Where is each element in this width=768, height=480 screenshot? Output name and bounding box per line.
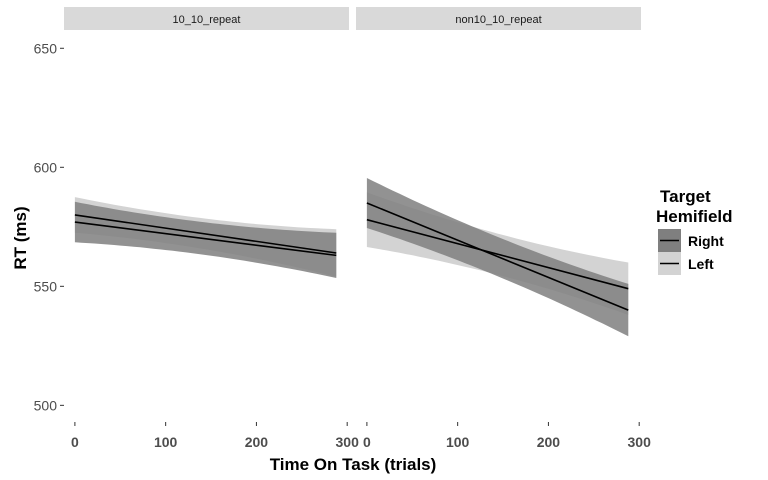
y-tick-label-650: 650: [34, 40, 58, 56]
facet-strip-2: [356, 7, 641, 30]
y-axis: 500 550 600 650: [34, 40, 64, 413]
x-axis: 0 100 200 300 0 100 200 300: [71, 422, 651, 450]
confidence-ribbons: [74, 178, 629, 337]
y-tick-label-500: 500: [34, 397, 58, 413]
x-tick-label-100-panel-1: 100: [154, 434, 178, 450]
line-right-panel-2: [366, 202, 629, 311]
facet-strip-1: [64, 7, 349, 30]
y-axis-title: RT (ms): [11, 206, 30, 269]
x-tick-label-0-panel-1: 0: [71, 434, 79, 450]
legend-label-right: Right: [688, 233, 724, 249]
line-left-panel-1: [74, 214, 337, 254]
legend-label-left: Left: [688, 256, 714, 272]
x-axis-title: Time On Task (trials): [270, 455, 437, 474]
x-tick-label-300-panel-1: 300: [336, 434, 360, 450]
y-tick-label-550: 550: [34, 278, 58, 294]
line-left-panel-2: [366, 218, 629, 290]
facet-strip-label-2: non10_10_repeat: [455, 14, 541, 26]
x-tick-label-200-panel-2: 200: [537, 434, 561, 450]
legend-title-line-1: Target: [660, 187, 711, 206]
y-tick-label-600: 600: [34, 159, 58, 175]
legend-title-line-2: Hemifield: [656, 207, 733, 226]
x-tick-label-0-panel-2: 0: [363, 434, 371, 450]
ribbon-right-panel-1: [74, 201, 337, 278]
x-tick-label-200-panel-1: 200: [245, 434, 269, 450]
line-right-panel-1: [74, 221, 337, 257]
facet-strips: 10_10_repeat non10_10_repeat: [64, 7, 641, 30]
x-tick-label-300-panel-2: 300: [628, 434, 652, 450]
x-tick-label-100-panel-2: 100: [446, 434, 470, 450]
regression-lines: [74, 202, 629, 311]
legend: Target Hemifield Right Left: [656, 187, 733, 275]
facet-strip-label-1: 10_10_repeat: [173, 14, 241, 26]
